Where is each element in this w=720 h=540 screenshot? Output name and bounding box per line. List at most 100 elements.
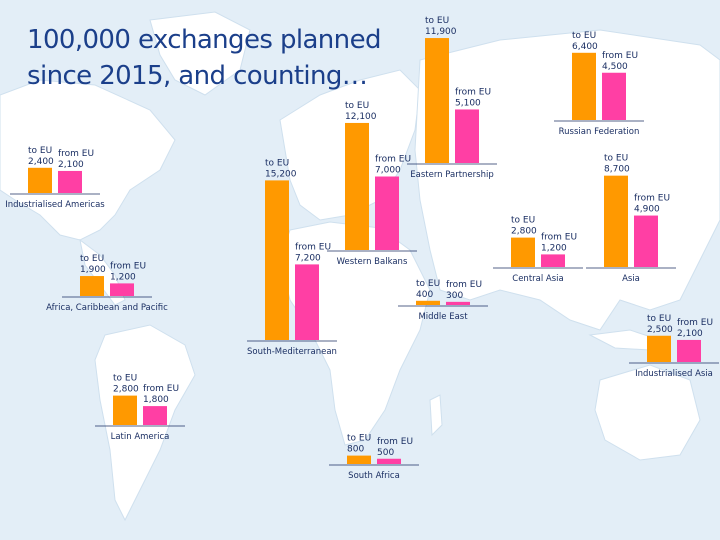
bar-from-eu-russian-federation [602,72,626,120]
value-from-eu-africa-caribbean-and-pacific: 1,200 [110,272,136,282]
bar-to-eu-central-asia [511,237,535,267]
value-from-eu-south-africa: 500 [377,448,394,458]
greenland-landmass [149,11,251,96]
region-name-latin-america: Latin America [111,432,170,442]
madagascar-landmass [429,394,443,437]
bar-to-eu-russian-federation [572,52,596,120]
value-to-eu-africa-caribbean-and-pacific: 1,900 [80,265,106,275]
label-to-eu-south-mediterranean: to EU [265,158,289,168]
region-name-eastern-partnership: Eastern Partnership [410,170,493,180]
bar-from-eu-western-balkans [375,176,399,250]
value-from-eu-middle-east: 300 [446,291,463,301]
value-to-eu-latin-america: 2,800 [113,385,139,395]
bar-to-eu-africa-caribbean-and-pacific [80,276,104,296]
bar-from-eu-industrialised-americas [58,170,82,193]
bar-to-eu-asia [604,175,628,267]
value-to-eu-asia: 8,700 [604,165,630,175]
label-from-eu-central-asia: from EU [541,232,577,242]
value-to-eu-industrialised-asia: 2,500 [647,325,673,335]
title-line-2: since 2015, and counting… [27,61,368,91]
label-from-eu-asia: from EU [634,194,670,204]
label-from-eu-south-mediterranean: from EU [295,242,331,252]
value-from-eu-asia: 4,900 [634,205,660,215]
region-name-africa-caribbean-and-pacific: Africa, Caribbean and Pacific [46,303,168,313]
region-africa-caribbean-and-pacific: to EU1,900 from EU1,200 Africa, Caribbean … [46,254,168,313]
title-line-1: 100,000 exchanges planned [27,25,381,55]
value-from-eu-latin-america: 1,800 [143,395,169,405]
label-from-eu-middle-east: from EU [446,280,482,290]
label-to-eu-eastern-partnership: to EU [425,16,449,26]
region-name-industrialised-americas: Industrialised Americas [5,200,105,210]
bar-to-eu-industrialised-americas [28,167,52,193]
value-from-eu-eastern-partnership: 5,100 [455,98,481,108]
region-latin-america: to EU2,800 from EU1,800 Latin America [95,374,185,442]
bar-from-eu-south-africa [377,458,401,464]
region-name-south-africa: South Africa [348,471,400,481]
label-to-eu-industrialised-asia: to EU [647,314,671,324]
region-central-asia: to EU2,800 from EU1,200 Central Asia [493,216,583,284]
bar-to-eu-south-mediterranean [265,180,289,340]
bar-to-eu-western-balkans [345,122,369,250]
value-to-eu-russian-federation: 6,400 [572,42,598,52]
label-from-eu-industrialised-asia: from EU [677,318,713,328]
bar-from-eu-africa-caribbean-and-pacific [110,283,134,296]
label-to-eu-central-asia: to EU [511,216,535,226]
label-from-eu-latin-america: from EU [143,384,179,394]
value-from-eu-central-asia: 1,200 [541,243,567,253]
value-from-eu-industrialised-asia: 2,100 [677,329,703,339]
region-name-industrialised-asia: Industrialised Asia [635,369,713,379]
australia-landmass [594,364,701,461]
value-to-eu-industrialised-americas: 2,400 [28,157,54,167]
label-to-eu-latin-america: to EU [113,374,137,384]
bar-to-eu-eastern-partnership [425,38,449,163]
bar-from-eu-middle-east [446,301,470,305]
label-to-eu-africa-caribbean-and-pacific: to EU [80,254,104,264]
region-name-asia: Asia [622,274,640,284]
value-from-eu-industrialised-americas: 2,100 [58,160,84,170]
region-name-russian-federation: Russian Federation [559,127,640,137]
label-from-eu-south-africa: from EU [377,437,413,447]
label-from-eu-eastern-partnership: from EU [455,87,491,97]
bar-from-eu-asia [634,215,658,267]
page-title: 100,000 exchanges planned since 2015, an… [27,22,381,94]
region-name-middle-east: Middle East [418,312,468,322]
value-to-eu-south-africa: 800 [347,445,364,455]
bar-from-eu-south-mediterranean [295,264,319,340]
label-from-eu-industrialised-americas: from EU [58,149,94,159]
value-to-eu-central-asia: 2,800 [511,227,537,237]
label-to-eu-south-africa: to EU [347,434,371,444]
bar-to-eu-middle-east [416,300,440,305]
north-america-landmass [0,79,176,241]
value-from-eu-western-balkans: 7,000 [375,166,401,176]
bar-to-eu-south-africa [347,455,371,464]
bar-from-eu-industrialised-asia [677,339,701,362]
region-name-south-mediterranean: South-Mediterranean [247,347,337,357]
bar-to-eu-industrialised-asia [647,335,671,362]
region-name-central-asia: Central Asia [512,274,563,284]
region-russian-federation: to EU6,400 from EU4,500 Russian Federation [554,31,644,137]
bar-from-eu-latin-america [143,406,167,425]
region-name-western-balkans: Western Balkans [337,257,408,267]
value-from-eu-south-mediterranean: 7,200 [295,253,321,263]
label-to-eu-russian-federation: to EU [572,31,596,41]
bar-from-eu-eastern-partnership [455,109,479,163]
bar-from-eu-central-asia [541,254,565,267]
value-to-eu-south-mediterranean: 15,200 [265,169,297,179]
label-from-eu-africa-caribbean-and-pacific: from EU [110,261,146,271]
label-to-eu-industrialised-americas: to EU [28,146,52,156]
region-industrialised-americas: to EU2,400 from EU2,100 Industrialised Ame… [5,146,105,210]
value-from-eu-russian-federation: 4,500 [602,62,628,72]
label-to-eu-asia: to EU [604,154,628,164]
label-from-eu-western-balkans: from EU [375,155,411,165]
region-industrialised-asia: to EU2,500 from EU2,100 Industrialised Asi… [629,314,719,379]
label-to-eu-western-balkans: to EU [345,101,369,111]
region-asia: to EU8,700 from EU4,900 Asia [586,154,676,284]
bar-to-eu-latin-america [113,395,137,425]
value-to-eu-middle-east: 400 [416,290,433,300]
